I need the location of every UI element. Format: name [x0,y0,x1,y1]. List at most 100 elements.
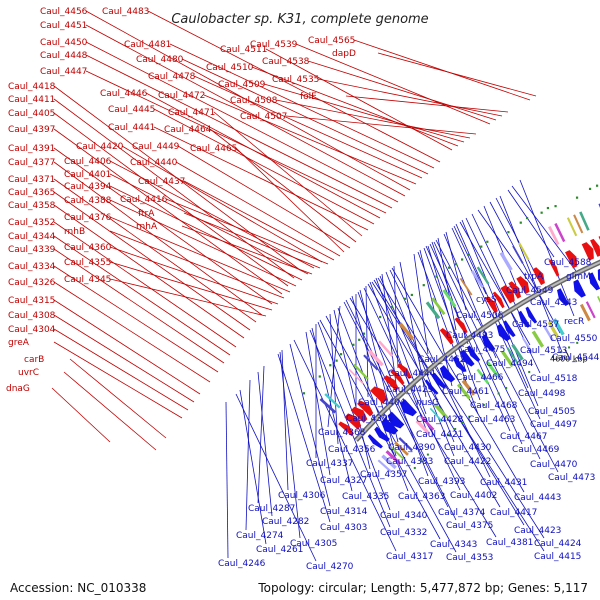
reverse-leader-line [225,401,229,559]
forward-leader-line [263,83,465,143]
inner-gc-mark [447,434,450,437]
forward-gene-label: Caul_4406 [64,157,112,167]
forward-gene-label: Caul_4418 [8,82,56,92]
forward-gene-label: Caul_4509 [218,80,266,90]
reverse-gene-label: Caul_4404 [358,398,406,408]
forward-leader-line [345,95,509,113]
inner-cog-mark [522,337,534,354]
inner-cog-mark [476,368,490,385]
reverse-gene-label: Caul_4544 [552,353,600,363]
reverse-leader-line [511,185,577,272]
forward-leader-line [193,75,423,179]
inner-cog-mark [420,415,435,431]
reverse-gene-label: Caul_4466 [456,373,504,383]
reverse-gene-label: Caul_4353 [446,553,493,563]
reverse-leader-line [423,247,481,401]
forward-gene-label: Caul_4345 [64,275,111,285]
forward-gene-label: Caul_4365 [8,188,55,198]
forward-leader-line [53,235,231,356]
forward-leader-line [51,387,111,443]
reverse-gene-label: Caul_4246 [218,559,266,569]
forward-gene-arrow [508,281,522,299]
inner-cog-mark [531,330,545,348]
forward-gene-label: rnhB [64,227,85,237]
forward-leader-line [109,261,273,311]
forward-gene-label: Caul_4440 [130,158,178,168]
forward-leader-line [203,94,417,185]
forward-label-leaders [51,10,537,451]
cog-feature-mark [512,245,524,264]
inner-gc-mark [559,351,562,354]
reverse-gene-label: trpA [524,272,544,282]
reverse-leader-line [507,189,555,258]
reverse-gene-label: Caul_4543 [530,298,577,308]
inner-gc-mark [461,421,464,424]
kbp-tick-line [564,349,569,356]
reverse-gene-label: Caul_4518 [530,374,578,384]
inner-gc-mark [551,355,554,358]
reverse-gene-label: Caul_4305 [290,539,337,549]
forward-leader-line [53,221,237,348]
inner-cog-mark [579,303,591,322]
forward-gene-arrow [500,285,515,304]
gc-mark [302,392,306,395]
accession-info: Accession: NC_010338 [10,581,146,595]
reverse-gene-arrow [452,355,467,373]
reverse-gene-arrow [573,279,586,298]
reverse-gene-label: Caul_4588 [544,258,592,268]
forward-gene-arrow [338,421,354,437]
reverse-gene-label: cysS [476,295,497,305]
forward-gene-label: Caul_4339 [8,245,56,255]
forward-gene-label: Caul_4360 [64,243,112,253]
reverse-gene-label: Caul_4549 [506,286,554,296]
forward-leader-line [165,198,329,265]
reverse-gene-label: recR [564,317,584,327]
reverse-gene-label: Caul_4461 [442,387,489,397]
forward-leader-line [53,341,183,419]
reverse-gene-label: Caul_4274 [236,531,284,541]
gc-mark [454,263,458,266]
forward-leader-line [235,147,345,253]
cog-feature-mark [499,251,513,271]
reverse-leader-line [381,273,397,385]
gc-mark [410,293,413,297]
forward-gene-arrow [581,242,594,261]
accession-number: NC_010338 [77,581,147,595]
forward-leader-line [317,78,503,117]
reverse-leader-line [451,227,541,420]
reverse-gene-label: Caul_4363 [398,492,445,502]
forward-leader-line [69,358,167,439]
forward-gene-label: uvrC [18,368,39,378]
inner-cog-mark [547,321,560,339]
inner-gc-mark [528,370,531,373]
gc-mark [540,211,543,214]
reverse-leader-line [377,277,545,539]
reverse-leader-line [319,319,441,540]
reverse-leader-line [343,301,449,508]
gc-mark [358,338,361,341]
reverse-gene-label: Caul_4368 [318,428,366,438]
inner-gc-mark [568,346,571,349]
cog-feature-mark [378,340,394,358]
forward-gene-label: ftrA [138,209,155,219]
inner-gc-mark [482,403,485,406]
reverse-gene-label: Caul_4429 [386,385,434,395]
forward-gene-arrow [439,327,454,345]
forward-gene-arrow [350,406,368,423]
genome-rings [302,184,600,474]
forward-gene-label: Caul_4508 [230,96,278,106]
reverse-leader-line [363,287,461,491]
reverse-gene-arrow [496,323,511,342]
forward-gene-label: rnhA [136,222,158,232]
forward-gene-label: folE [300,92,317,102]
reverse-leader-line [345,299,457,521]
inner-gc-mark [576,341,579,344]
forward-gene-label: carB [24,355,44,365]
kbp-tick-label: 4600 kbp [550,354,588,363]
gc-mark [435,275,438,278]
reverse-gene-label: Caul_4475 [458,345,505,355]
inner-cog-mark [394,441,409,456]
reverse-gene-label: Caul_4537 [512,320,559,330]
forward-gene-label: Caul_4420 [76,142,124,152]
